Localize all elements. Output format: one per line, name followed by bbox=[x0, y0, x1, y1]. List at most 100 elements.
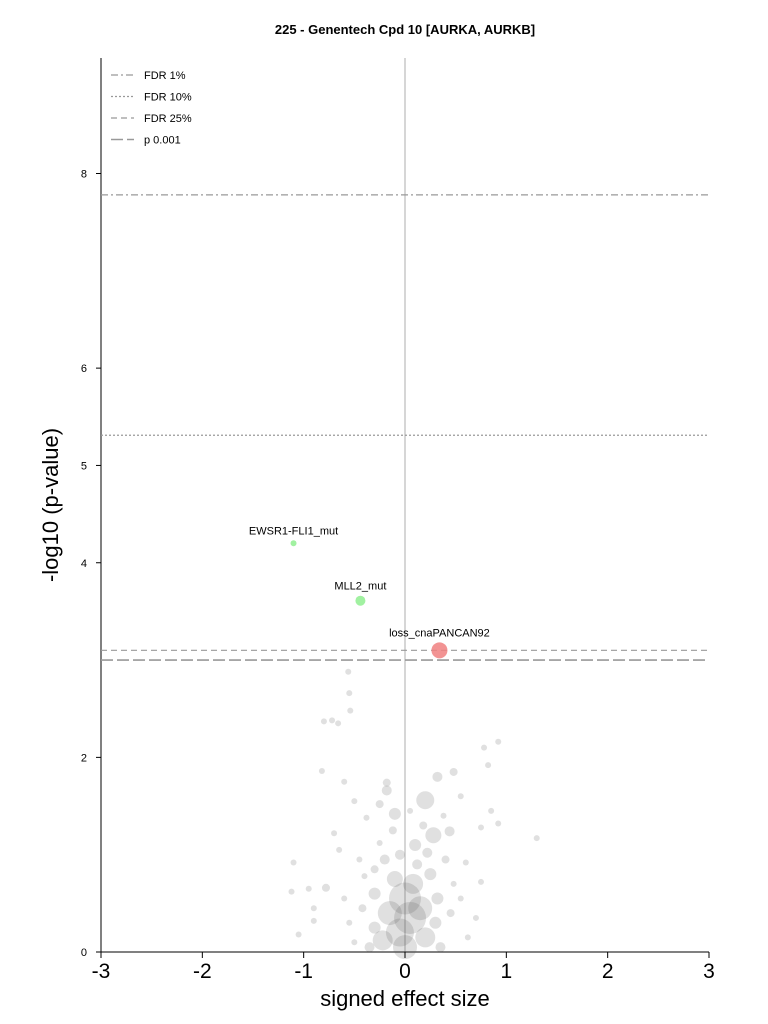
data-point-40 bbox=[462, 859, 469, 866]
data-point-67 bbox=[393, 935, 417, 960]
legend-label-3: p 0.001 bbox=[144, 135, 181, 147]
highlighted-labels: EWSR1-FLI1_mut MLL2_mut loss_cnaPANCAN92 bbox=[249, 525, 490, 639]
point-label-0: EWSR1-FLI1_mut bbox=[249, 525, 338, 537]
data-point-21 bbox=[388, 807, 401, 820]
data-point-24 bbox=[351, 798, 358, 805]
highlighted-point-2 bbox=[431, 642, 448, 659]
data-point-14 bbox=[449, 767, 458, 776]
data-point-32 bbox=[321, 883, 330, 892]
data-point-26 bbox=[444, 826, 455, 837]
legend-label-2: FDR 25% bbox=[144, 113, 192, 125]
data-point-8 bbox=[318, 767, 325, 774]
x-tick-label-2: -1 bbox=[294, 960, 313, 983]
data-point-15 bbox=[485, 762, 492, 769]
data-point-58 bbox=[368, 887, 381, 900]
data-point-55 bbox=[403, 873, 424, 894]
x-tick-label-1: -2 bbox=[193, 960, 212, 983]
data-point-20 bbox=[478, 824, 484, 831]
data-point-9 bbox=[341, 778, 348, 785]
y-tick-label-4: 6 bbox=[81, 363, 87, 375]
plot-area: EWSR1-FLI1_mut MLL2_mut loss_cnaPANCAN92 bbox=[100, 58, 709, 960]
data-point-22 bbox=[375, 800, 384, 809]
data-point-5 bbox=[335, 720, 342, 727]
data-point-56 bbox=[386, 871, 403, 888]
x-axis-ticks: -3 -2 -1 0 1 2 3 bbox=[92, 952, 715, 983]
data-point-59 bbox=[431, 892, 444, 905]
data-point-16 bbox=[457, 793, 464, 800]
data-point-10 bbox=[381, 785, 392, 796]
data-point-2 bbox=[347, 707, 354, 714]
y-tick-label-3: 5 bbox=[81, 460, 87, 472]
data-point-45 bbox=[341, 895, 348, 902]
data-point-70 bbox=[450, 880, 457, 887]
data-point-17 bbox=[488, 807, 495, 814]
x-tick-label-0: -3 bbox=[92, 960, 111, 983]
data-point-71 bbox=[361, 873, 368, 880]
chart-title: 225 - Genentech Cpd 10 [AURKA, AURKB] bbox=[275, 22, 535, 37]
data-point-33 bbox=[310, 905, 317, 912]
data-point-3 bbox=[320, 718, 327, 725]
data-point-18 bbox=[495, 820, 502, 827]
data-point-48 bbox=[389, 882, 421, 915]
data-point-41 bbox=[478, 878, 484, 885]
data-point-39 bbox=[376, 840, 383, 847]
data-point-68 bbox=[446, 909, 455, 918]
data-point-1 bbox=[346, 690, 353, 697]
highlighted-points bbox=[290, 540, 448, 659]
data-point-42 bbox=[457, 895, 464, 902]
data-point-34 bbox=[310, 917, 317, 924]
data-point-11 bbox=[382, 778, 391, 787]
data-point-60 bbox=[429, 916, 442, 929]
data-point-44 bbox=[464, 934, 471, 941]
data-point-73 bbox=[388, 826, 397, 835]
point-label-2: loss_cnaPANCAN92 bbox=[389, 627, 490, 639]
data-point-64 bbox=[441, 855, 450, 864]
data-point-57 bbox=[424, 868, 437, 881]
data-point-38 bbox=[370, 865, 379, 874]
data-point-54 bbox=[372, 930, 393, 951]
legend-label-1: FDR 10% bbox=[144, 92, 192, 104]
x-tick-label-4: 1 bbox=[500, 960, 512, 983]
y-axis-ticks: 0 2 4 5 6 8 bbox=[81, 169, 101, 959]
data-point-77 bbox=[422, 847, 433, 858]
data-point-50 bbox=[385, 918, 414, 947]
data-point-53 bbox=[415, 927, 436, 948]
data-point-31 bbox=[305, 885, 312, 892]
data-point-47 bbox=[351, 939, 358, 946]
data-point-25 bbox=[425, 827, 442, 844]
legend-label-0: FDR 1% bbox=[144, 70, 186, 82]
data-point-4 bbox=[329, 717, 336, 724]
data-point-6 bbox=[481, 744, 488, 751]
data-point-75 bbox=[440, 812, 447, 819]
data-point-7 bbox=[495, 738, 502, 745]
data-point-28 bbox=[331, 830, 338, 837]
data-point-49 bbox=[394, 901, 427, 934]
y-tick-label-1: 2 bbox=[81, 752, 87, 764]
data-point-35 bbox=[295, 931, 302, 938]
data-point-69 bbox=[358, 904, 367, 913]
data-point-52 bbox=[377, 901, 402, 926]
y-tick-label-0: 0 bbox=[81, 947, 87, 959]
highlighted-point-0 bbox=[290, 540, 297, 547]
y-tick-label-5: 8 bbox=[81, 169, 87, 181]
data-point-74 bbox=[407, 807, 414, 814]
data-point-46 bbox=[346, 919, 353, 926]
data-point-43 bbox=[472, 914, 479, 921]
x-tick-label-3: 0 bbox=[399, 960, 411, 983]
point-label-1: MLL2_mut bbox=[334, 581, 386, 593]
data-point-63 bbox=[394, 849, 405, 860]
data-point-62 bbox=[412, 859, 423, 870]
data-point-72 bbox=[419, 821, 428, 830]
data-point-36 bbox=[336, 846, 343, 853]
data-point-19 bbox=[533, 835, 540, 842]
y-axis-label: -log10 (p-value) bbox=[38, 428, 63, 582]
threshold-lines bbox=[101, 194, 709, 661]
x-tick-label-5: 2 bbox=[602, 960, 614, 983]
data-point-12 bbox=[416, 791, 435, 810]
data-point-61 bbox=[368, 921, 381, 934]
data-point-0 bbox=[345, 668, 352, 675]
data-point-66 bbox=[364, 942, 375, 953]
x-axis-label: signed effect size bbox=[320, 986, 490, 1011]
x-tick-label-6: 3 bbox=[703, 960, 715, 983]
